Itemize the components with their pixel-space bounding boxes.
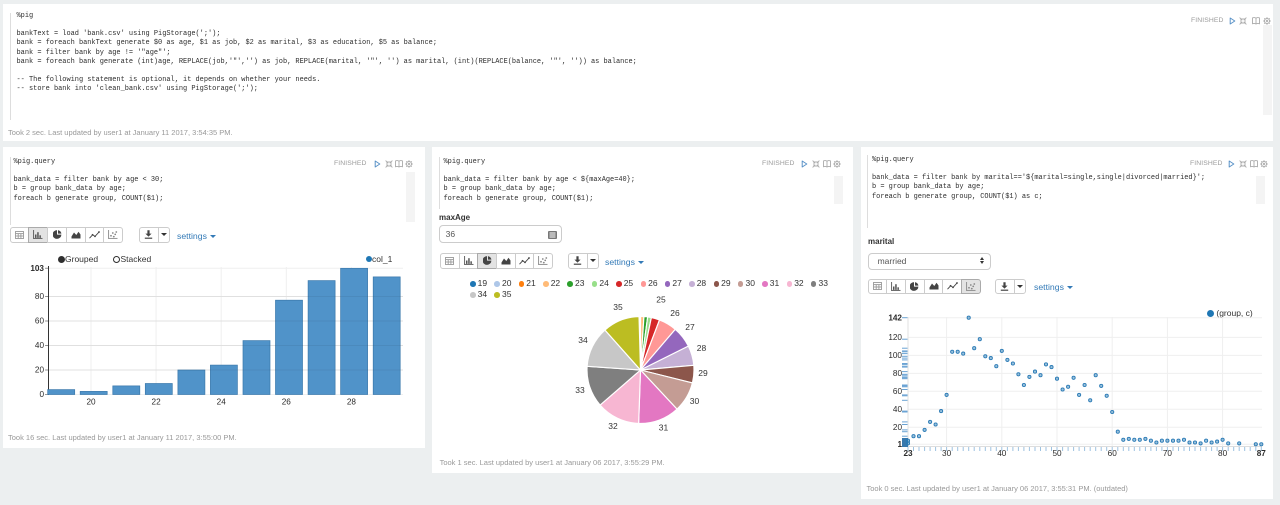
svg-text:20: 20 (86, 398, 96, 407)
svg-text:28: 28 (347, 398, 357, 407)
svg-text:33: 33 (575, 385, 585, 395)
svg-text:26: 26 (282, 398, 292, 407)
svg-text:40: 40 (35, 341, 45, 350)
svg-text:120: 120 (888, 333, 902, 342)
svg-text:32: 32 (608, 421, 618, 431)
svg-text:142: 142 (888, 313, 902, 322)
svg-text:50: 50 (1052, 449, 1062, 458)
svg-text:87: 87 (1257, 449, 1267, 458)
svg-text:23: 23 (903, 449, 913, 458)
svg-text:80: 80 (35, 292, 45, 301)
svg-text:0: 0 (39, 390, 44, 399)
svg-text:28: 28 (697, 343, 707, 353)
svg-text:35: 35 (613, 302, 623, 312)
svg-text:80: 80 (1218, 449, 1228, 458)
svg-text:27: 27 (685, 322, 695, 332)
svg-text:25: 25 (656, 295, 666, 305)
svg-text:31: 31 (659, 423, 669, 433)
svg-text:24: 24 (217, 398, 227, 407)
svg-text:29: 29 (698, 368, 708, 378)
svg-text:30: 30 (690, 396, 700, 406)
svg-text:20: 20 (35, 366, 45, 375)
svg-text:60: 60 (35, 317, 45, 326)
svg-text:103: 103 (30, 264, 44, 273)
svg-text:30: 30 (942, 449, 952, 458)
svg-text:26: 26 (670, 308, 680, 318)
svg-text:40: 40 (893, 405, 903, 414)
svg-text:60: 60 (1108, 449, 1118, 458)
svg-text:100: 100 (888, 351, 902, 360)
svg-text:34: 34 (578, 335, 588, 345)
svg-text:20: 20 (893, 423, 903, 432)
svg-text:22: 22 (152, 398, 162, 407)
svg-text:60: 60 (893, 387, 903, 396)
svg-text:70: 70 (1163, 449, 1173, 458)
svg-text:1: 1 (897, 440, 902, 449)
svg-text:40: 40 (997, 449, 1007, 458)
svg-text:80: 80 (893, 369, 903, 378)
